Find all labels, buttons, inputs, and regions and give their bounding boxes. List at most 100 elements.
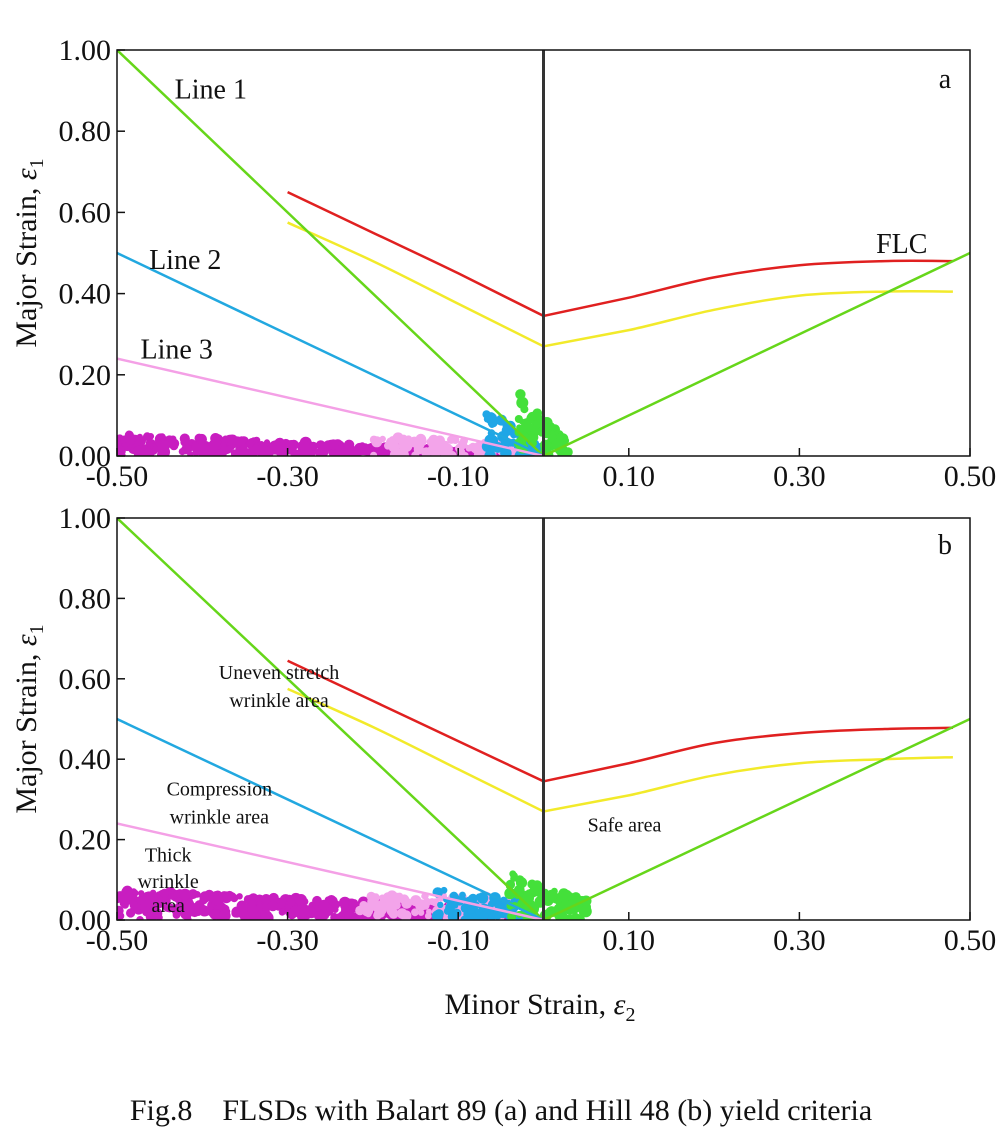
scatter-point [391,900,401,910]
scatter-point [467,913,479,920]
annotation-label: Line 3 [141,335,213,366]
scatter-point [232,437,243,448]
scatter-point [259,450,267,456]
scatter-point [122,893,135,905]
scatter-point [515,885,525,894]
scatter-point [428,898,436,906]
scatter-point [247,904,259,916]
x-tick-label: 0.50 [944,924,997,957]
scatter-point [145,891,153,900]
scatter-point [144,899,153,907]
scatter-point [515,875,525,885]
scatter-point [246,439,255,448]
scatter-point [129,901,138,910]
scatter-point [580,905,592,918]
scatter-point [388,441,400,453]
scatter-point [299,906,310,918]
scatter-point [221,435,230,443]
scatter-point [138,890,145,897]
scatter-point [440,886,448,894]
x-tick-label: -0.30 [256,460,319,493]
chart-panel-a: -0.50 -0.30 -0.10 0.10 0.30 0.50 0.00 0.20 0.40 0… [10,34,996,493]
scatter-point [172,911,181,919]
scatter-point [224,891,234,901]
annotation-label: Thick [145,845,192,867]
x-tick-label: -0.10 [427,460,490,493]
scatter-point [278,908,286,916]
series-line-4 [117,357,544,456]
scatter-point [469,442,477,451]
scatter-point [211,437,222,448]
annotation-label: Line 1 [175,75,247,106]
scatter-point [500,447,512,456]
scatter-point [318,899,330,911]
scatter-point [339,896,351,909]
scatter-point [159,440,171,451]
scatter-point [426,908,432,915]
scatter-point [230,449,239,456]
scatter-point [441,440,450,449]
scatter-point [417,909,425,916]
x-axis-label: Minor Strain, ε2 [445,988,636,1026]
scatter-point [395,892,404,901]
scatter-point [331,900,341,909]
scatter-point [488,444,497,453]
annotation-label: Uneven stretch [219,662,340,684]
x-tick-label: -0.30 [256,924,319,957]
scatter-point [460,915,469,920]
scatter-point [168,438,178,448]
scatter-point [160,888,169,898]
scatter-point [437,901,444,908]
scatter-point [117,452,121,456]
y-axis-label-a: Major Strain, ε1 [10,158,48,347]
y-tick-label: 0.60 [59,196,112,229]
chart-panel-b: -0.50 -0.30 -0.10 0.10 0.30 0.50 0.00 0.20 0.40 0… [10,502,996,1026]
x-tick-label: 0.10 [603,924,656,957]
scatter-point [556,433,564,441]
annotation-label: Safe area [588,815,662,837]
panel-letter-b: b [938,530,952,561]
scatter-point [561,889,573,901]
series-line-0 [287,190,953,318]
scatter-point [296,442,304,450]
series-line-0 [287,659,953,783]
scatter-point [479,911,489,920]
scatter-point [117,893,124,904]
scatter-point [434,909,444,919]
y-tick-label: 1.00 [59,34,112,67]
scatter-point [239,450,249,456]
scatter-point [422,450,429,456]
scatter-point [239,909,251,920]
scatter-point [369,435,378,444]
scatter-point [451,436,460,444]
scatter-point [560,449,568,456]
scatter-point [374,908,382,917]
scatter-point [411,908,419,917]
scatter-point [476,892,489,904]
scatter-point [164,903,175,913]
x-tick-label: -0.50 [86,460,149,493]
scatter-point [145,440,153,447]
scatter-point [546,889,558,901]
scatter-point [350,448,362,456]
scatter-point [328,439,339,451]
scatter-point [509,913,517,920]
scatter-point [144,447,153,456]
scatter-point [267,900,278,912]
scatter-point [351,916,359,920]
scatter-point [467,907,475,915]
y-tick-label: 0.00 [59,440,112,473]
annotation-label: wrinkle [138,871,199,893]
scatter-point [126,908,136,918]
scatter-point [276,442,287,453]
annotation-label: Line 2 [149,245,221,276]
plot-frame-a [116,49,971,457]
scatter-point [516,396,529,409]
scatter-point [290,449,302,456]
y-tick-label: 0.80 [59,115,112,148]
scatter-point [209,909,220,920]
scatter-point [281,451,288,456]
x-tick-label: 0.30 [773,924,826,957]
scatter-point [421,901,430,910]
